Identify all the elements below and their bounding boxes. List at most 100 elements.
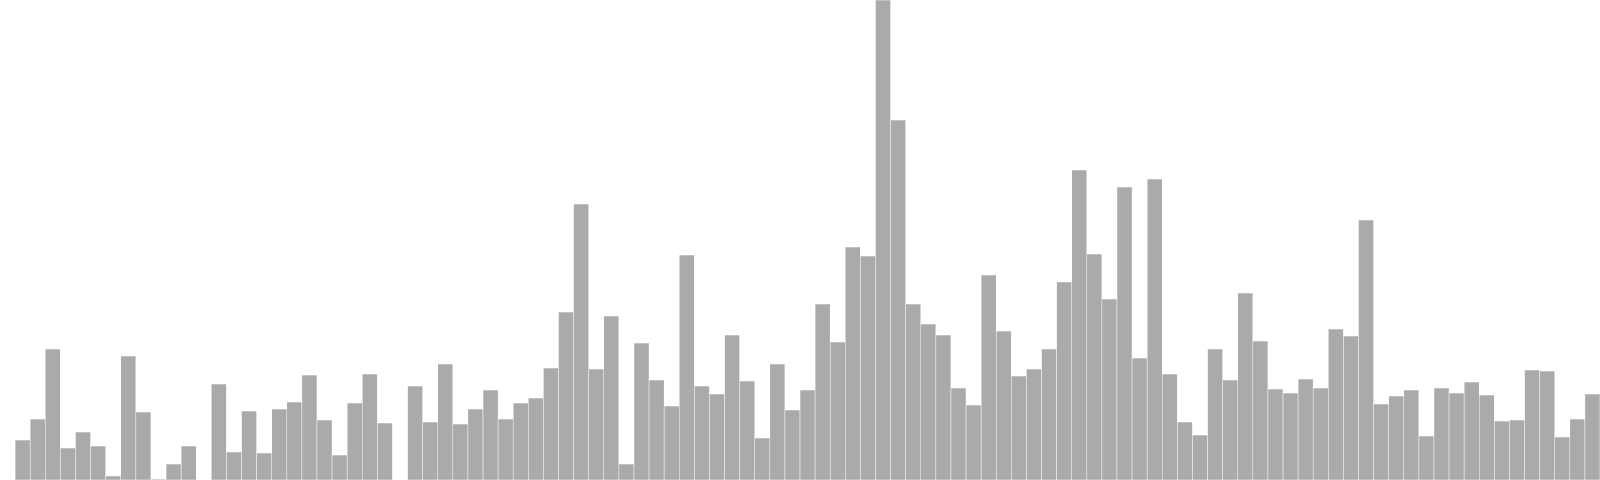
bar-94: [1418, 435, 1435, 480]
bar-1: [14, 439, 31, 480]
bar-103: [1554, 436, 1571, 480]
bar-105: [1584, 393, 1600, 480]
bar-96: [1448, 392, 1465, 480]
bar-24: [362, 373, 378, 480]
bars-group: [14, 0, 1600, 480]
bar-53: [799, 389, 816, 480]
bar-64: [965, 404, 982, 480]
bar-6: [90, 445, 106, 480]
bar-63: [950, 387, 967, 480]
bar-33: [497, 418, 514, 480]
bar-73: [1101, 298, 1118, 480]
bar-36: [543, 367, 559, 480]
bar-93: [1403, 389, 1420, 480]
bar-102: [1539, 370, 1555, 480]
bar-32: [482, 389, 499, 480]
bar-81: [1222, 379, 1238, 480]
bar-7: [105, 475, 122, 480]
bar-29: [437, 363, 454, 480]
bar-82: [1237, 292, 1254, 480]
bar-21: [316, 419, 333, 480]
bar-88: [1328, 328, 1344, 480]
bar-83: [1252, 340, 1269, 480]
bar-56: [845, 246, 861, 480]
bar-60: [905, 303, 921, 480]
bar-18: [271, 408, 288, 480]
bar-28: [422, 421, 438, 480]
bar-40: [603, 315, 620, 480]
bar-84: [1267, 388, 1284, 480]
bar-85: [1282, 392, 1299, 480]
bar-72: [1086, 253, 1103, 480]
bar-25: [377, 422, 393, 480]
bar-54: [814, 303, 831, 480]
bar-50: [754, 437, 771, 480]
bar-46: [694, 385, 710, 480]
bar-90: [1358, 219, 1374, 480]
bar-80: [1207, 348, 1223, 480]
bar-38: [573, 203, 589, 480]
bar-65: [980, 274, 997, 480]
bar-2: [29, 418, 46, 480]
bar-78: [1177, 421, 1193, 480]
bar-59: [890, 119, 906, 480]
bar-44: [663, 405, 680, 480]
bar-31: [467, 408, 484, 480]
bar-57: [860, 255, 876, 480]
bar-49: [739, 380, 755, 480]
bar-69: [1041, 348, 1057, 480]
bar-47: [709, 393, 725, 480]
bar-9: [135, 411, 152, 480]
bar-68: [1026, 368, 1042, 480]
bar-45: [679, 254, 695, 480]
bar-17: [256, 452, 272, 480]
bar-62: [935, 334, 952, 480]
bar-95: [1433, 387, 1450, 480]
bar-67: [1011, 375, 1027, 480]
bar-86: [1297, 378, 1314, 480]
bar-91: [1373, 403, 1389, 480]
bar-89: [1343, 335, 1359, 480]
bar-4: [60, 447, 76, 480]
bar-11: [165, 463, 182, 480]
bar-98: [1479, 394, 1495, 480]
bar-41: [618, 463, 635, 480]
bar-8: [120, 355, 137, 480]
bar-43: [648, 379, 665, 480]
bar-42: [633, 342, 650, 480]
bar-58: [875, 0, 891, 480]
bar-39: [588, 368, 605, 480]
bar-71: [1071, 169, 1088, 480]
bar-20: [301, 374, 318, 480]
bar-87: [1312, 387, 1329, 480]
bar-76: [1146, 178, 1163, 480]
bar-48: [724, 334, 740, 480]
bar-66: [995, 330, 1012, 480]
bar-27: [407, 385, 423, 480]
bar-55: [829, 341, 846, 480]
bar-16: [241, 410, 257, 480]
bar-15: [226, 451, 242, 480]
bar-52: [784, 409, 801, 480]
bar-75: [1131, 357, 1148, 480]
bar-104: [1569, 418, 1586, 480]
bar-34: [512, 402, 529, 480]
bar-61: [920, 323, 937, 480]
bar-51: [769, 363, 786, 480]
bar-92: [1388, 395, 1405, 480]
bar-14: [211, 383, 227, 480]
bar-79: [1192, 434, 1208, 480]
bar-100: [1509, 419, 1525, 480]
bar-5: [75, 431, 91, 480]
bar-23: [346, 402, 363, 480]
bar-70: [1056, 281, 1072, 480]
bar-99: [1494, 420, 1510, 480]
bar-101: [1524, 369, 1540, 480]
bar-77: [1162, 373, 1178, 480]
bar-74: [1116, 186, 1133, 480]
bar-30: [452, 423, 469, 480]
bar-19: [286, 401, 303, 480]
bar-35: [528, 397, 544, 480]
